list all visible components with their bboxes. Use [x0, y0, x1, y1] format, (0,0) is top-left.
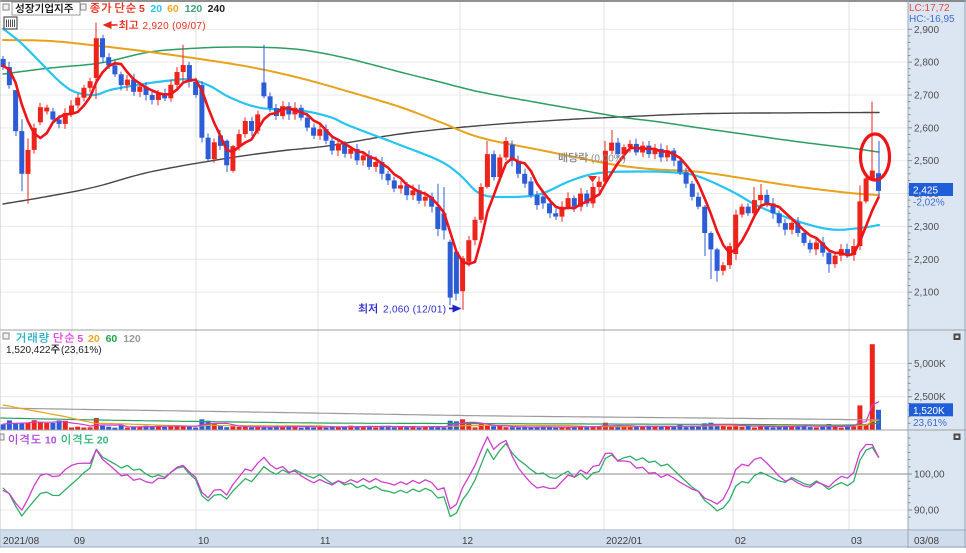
svg-text:LC:17,72: LC:17,72: [909, 3, 950, 14]
svg-text:1,520,422: 1,520,422: [6, 345, 51, 356]
svg-text:2,500: 2,500: [914, 156, 939, 167]
svg-text:20: 20: [97, 435, 109, 447]
svg-text:240: 240: [208, 3, 226, 15]
svg-text:(0,00%): (0,00%): [591, 154, 626, 165]
svg-text:2,100: 2,100: [914, 288, 939, 299]
svg-text:10: 10: [198, 536, 210, 547]
svg-text:(23,61%): (23,61%): [61, 345, 102, 356]
svg-text:03/08: 03/08: [914, 536, 939, 547]
svg-text:120: 120: [185, 3, 203, 15]
svg-text:2021/08: 2021/08: [3, 536, 40, 547]
svg-text:60: 60: [106, 333, 118, 345]
svg-text:23,61%: 23,61%: [913, 418, 947, 429]
svg-text:100,00: 100,00: [914, 470, 945, 481]
svg-text:11: 11: [320, 536, 331, 547]
svg-text:5,000K: 5,000K: [914, 359, 946, 370]
svg-text:-2,02%: -2,02%: [913, 198, 945, 209]
svg-text:2022/01: 2022/01: [606, 536, 643, 547]
svg-text:20: 20: [88, 333, 100, 345]
svg-text:120: 120: [123, 333, 141, 345]
svg-text:02: 02: [735, 536, 747, 547]
svg-text:2,700: 2,700: [914, 91, 939, 102]
svg-text:2,600: 2,600: [914, 123, 939, 134]
svg-text:12: 12: [462, 536, 474, 547]
svg-text:HC:-16,95: HC:-16,95: [909, 14, 955, 25]
svg-text:5: 5: [139, 3, 145, 15]
svg-text:2,900: 2,900: [914, 25, 939, 36]
svg-text:03: 03: [851, 536, 863, 547]
svg-text:1,520K: 1,520K: [913, 406, 945, 417]
svg-text:09: 09: [74, 536, 86, 547]
svg-text:2,920 (09/07): 2,920 (09/07): [143, 21, 206, 32]
svg-text:60: 60: [167, 3, 179, 15]
svg-text:2,200: 2,200: [914, 255, 939, 266]
svg-text:10: 10: [45, 435, 57, 447]
svg-text:2,425: 2,425: [913, 186, 938, 197]
svg-text:5: 5: [77, 333, 83, 345]
svg-text:20: 20: [150, 3, 162, 15]
svg-text:90,00: 90,00: [914, 506, 939, 517]
svg-text:2,060 (12/01): 2,060 (12/01): [383, 305, 446, 316]
svg-text:2,300: 2,300: [914, 222, 939, 233]
svg-text:2,800: 2,800: [914, 58, 939, 69]
svg-text:2,500K: 2,500K: [914, 392, 946, 403]
